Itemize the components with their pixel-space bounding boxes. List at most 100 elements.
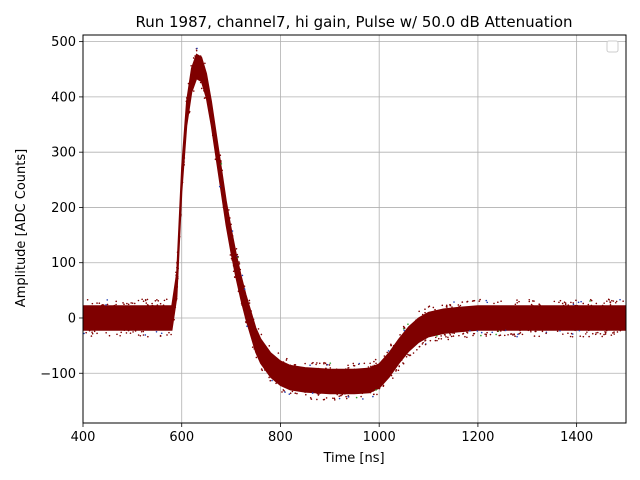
data-point	[528, 298, 531, 301]
data-point	[183, 164, 186, 166]
data-point	[486, 301, 489, 304]
data-point	[575, 299, 577, 302]
data-point	[390, 374, 393, 377]
data-point	[325, 367, 327, 370]
data-point	[250, 310, 253, 312]
data-point	[309, 397, 312, 399]
data-point	[85, 331, 87, 334]
data-point	[185, 97, 188, 99]
data-point	[144, 334, 147, 336]
data-point	[127, 303, 130, 306]
data-point	[127, 329, 130, 332]
data-point	[255, 356, 258, 359]
data-point	[119, 334, 121, 337]
data-point	[133, 302, 136, 305]
data-point	[564, 302, 567, 304]
y-tick-label: 0	[68, 311, 76, 326]
data-point	[137, 334, 140, 336]
plot-area	[83, 47, 626, 401]
data-point	[513, 333, 515, 336]
data-point	[324, 362, 327, 365]
data-point	[424, 343, 427, 346]
data-point	[106, 299, 109, 301]
data-point	[395, 370, 397, 372]
data-point	[563, 301, 566, 304]
data-point	[219, 159, 222, 162]
x-axis: 400 600 800 1000 1200 1400	[71, 423, 593, 445]
data-point	[288, 393, 291, 395]
data-point	[597, 331, 599, 334]
data-point	[450, 335, 453, 338]
data-point	[129, 332, 132, 334]
data-point	[451, 306, 453, 308]
data-point	[418, 345, 421, 348]
data-point	[156, 304, 159, 306]
data-point	[567, 304, 570, 306]
data-point	[344, 393, 346, 395]
data-point	[595, 332, 598, 334]
data-point	[418, 310, 420, 313]
data-point	[571, 335, 574, 338]
data-point	[499, 330, 502, 332]
data-point	[584, 333, 587, 335]
data-point	[338, 397, 341, 400]
data-point	[91, 302, 94, 305]
data-point	[165, 298, 168, 301]
data-point	[195, 49, 198, 52]
data-point	[316, 398, 318, 401]
data-point	[409, 354, 412, 356]
data-point	[252, 318, 255, 321]
data-point	[211, 134, 214, 137]
data-point	[239, 268, 242, 271]
data-point	[146, 298, 149, 301]
data-point	[231, 259, 234, 261]
data-point	[260, 368, 263, 370]
data-point	[187, 82, 190, 85]
x-tick-label: 1400	[560, 430, 593, 445]
data-point	[436, 335, 438, 337]
data-point	[309, 364, 311, 367]
y-tick-label: 500	[51, 35, 76, 50]
data-point	[289, 392, 292, 395]
data-point	[392, 345, 395, 347]
data-point	[495, 333, 497, 336]
data-point	[612, 300, 615, 302]
data-point	[469, 330, 471, 332]
data-point	[141, 298, 143, 301]
data-point	[345, 397, 348, 400]
data-point	[238, 261, 240, 263]
data-point	[519, 329, 521, 332]
data-point	[518, 300, 520, 303]
data-point	[449, 332, 451, 335]
data-point	[605, 329, 608, 332]
data-point	[145, 302, 148, 304]
data-point	[183, 157, 186, 159]
data-point	[582, 302, 585, 305]
data-point	[371, 365, 374, 368]
data-point	[322, 398, 325, 401]
data-point	[615, 300, 618, 303]
x-tick-label: 600	[169, 430, 194, 445]
data-point	[373, 393, 375, 396]
data-point	[329, 362, 332, 364]
data-point	[500, 300, 502, 302]
data-point	[567, 332, 569, 335]
data-point	[434, 336, 437, 339]
data-point	[159, 334, 162, 337]
y-axis: −100 0 100 200 300 400 500	[40, 35, 83, 382]
data-point	[115, 303, 117, 306]
data-point	[578, 329, 581, 332]
data-point	[241, 304, 243, 306]
data-point	[229, 217, 231, 219]
data-point	[241, 274, 244, 277]
data-point	[572, 302, 575, 304]
data-point	[353, 368, 356, 371]
data-point	[204, 62, 206, 65]
data-point	[108, 334, 111, 337]
data-point	[220, 163, 223, 165]
data-point	[445, 304, 448, 307]
data-point	[374, 358, 377, 361]
data-point	[190, 64, 192, 67]
grid	[82, 35, 626, 423]
data-point	[230, 223, 232, 226]
